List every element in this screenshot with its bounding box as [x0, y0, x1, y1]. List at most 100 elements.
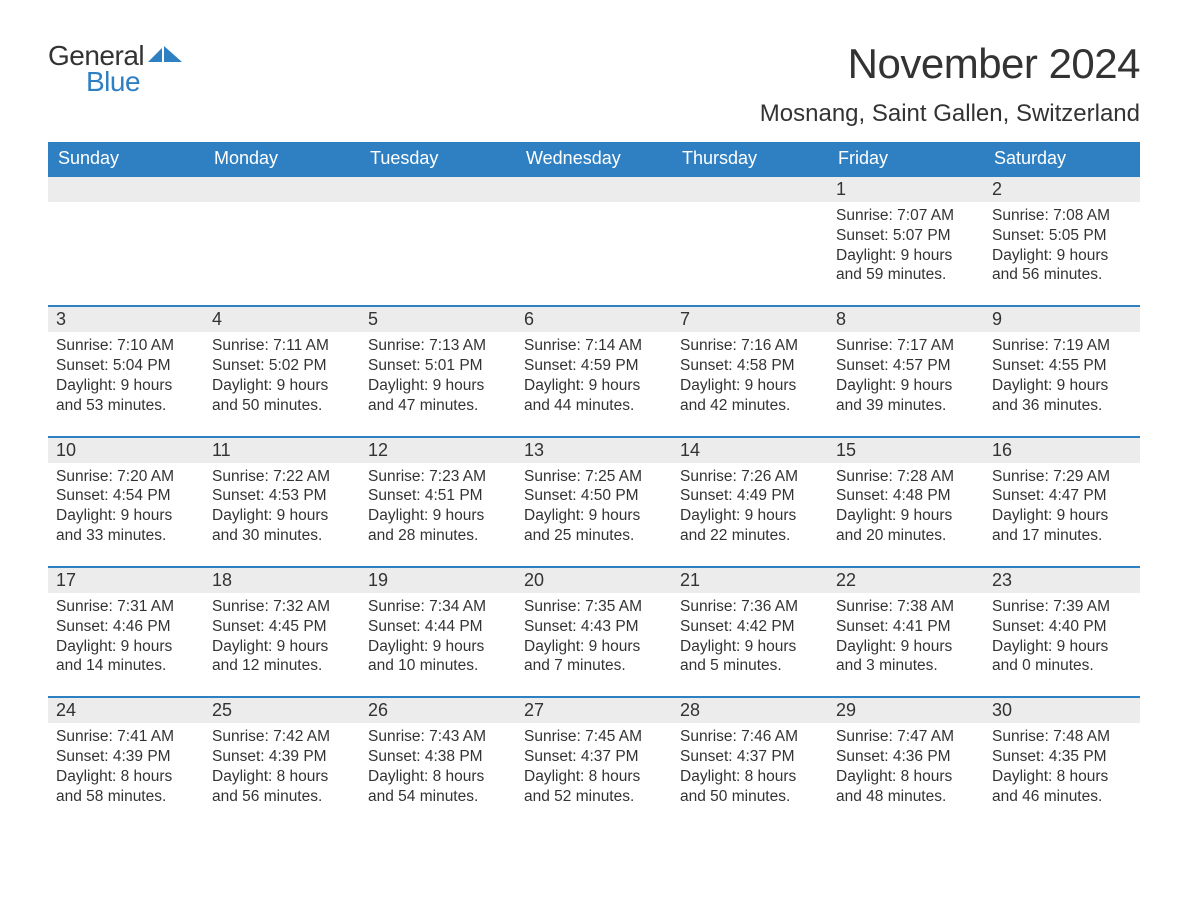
sunrise-line: Sunrise: 7:32 AM [212, 597, 352, 617]
day-cell: 7Sunrise: 7:16 AMSunset: 4:58 PMDaylight… [672, 306, 828, 436]
sunset-line: Sunset: 4:40 PM [992, 617, 1132, 637]
day-body: Sunrise: 7:07 AMSunset: 5:07 PMDaylight:… [828, 202, 984, 305]
day-body: Sunrise: 7:16 AMSunset: 4:58 PMDaylight:… [672, 332, 828, 435]
day-number: 11 [204, 438, 360, 463]
sunrise-line: Sunrise: 7:25 AM [524, 467, 664, 487]
day-number: 12 [360, 438, 516, 463]
sunrise-line: Sunrise: 7:13 AM [368, 336, 508, 356]
day-body-empty [360, 202, 516, 302]
month-title: November 2024 [760, 40, 1140, 88]
weekday-header: Wednesday [516, 142, 672, 176]
day-body: Sunrise: 7:10 AMSunset: 5:04 PMDaylight:… [48, 332, 204, 435]
weekday-header: Friday [828, 142, 984, 176]
page-header: General Blue November 2024 Mosnang, Sain… [48, 40, 1140, 128]
day-cell: 23Sunrise: 7:39 AMSunset: 4:40 PMDayligh… [984, 567, 1140, 697]
sunset-line: Sunset: 5:07 PM [836, 226, 976, 246]
day-cell: 8Sunrise: 7:17 AMSunset: 4:57 PMDaylight… [828, 306, 984, 436]
daylight-line-1: Daylight: 9 hours [212, 637, 352, 657]
sunset-line: Sunset: 4:55 PM [992, 356, 1132, 376]
day-number: 13 [516, 438, 672, 463]
day-body: Sunrise: 7:28 AMSunset: 4:48 PMDaylight:… [828, 463, 984, 566]
sunrise-line: Sunrise: 7:42 AM [212, 727, 352, 747]
daylight-line-2: and 42 minutes. [680, 396, 820, 416]
daylight-line-1: Daylight: 8 hours [680, 767, 820, 787]
daylight-line-1: Daylight: 9 hours [524, 376, 664, 396]
day-body: Sunrise: 7:11 AMSunset: 5:02 PMDaylight:… [204, 332, 360, 435]
day-cell: 1Sunrise: 7:07 AMSunset: 5:07 PMDaylight… [828, 176, 984, 306]
logo-flag-icon [148, 44, 182, 69]
weekday-header: Sunday [48, 142, 204, 176]
daylight-line-1: Daylight: 8 hours [836, 767, 976, 787]
day-body: Sunrise: 7:31 AMSunset: 4:46 PMDaylight:… [48, 593, 204, 696]
day-number: 6 [516, 307, 672, 332]
sunset-line: Sunset: 4:51 PM [368, 486, 508, 506]
daylight-line-2: and 50 minutes. [680, 787, 820, 807]
sunset-line: Sunset: 4:45 PM [212, 617, 352, 637]
daylight-line-1: Daylight: 9 hours [56, 637, 196, 657]
daylight-line-1: Daylight: 8 hours [212, 767, 352, 787]
day-body: Sunrise: 7:48 AMSunset: 4:35 PMDaylight:… [984, 723, 1140, 826]
week-row: 10Sunrise: 7:20 AMSunset: 4:54 PMDayligh… [48, 437, 1140, 567]
daylight-line-1: Daylight: 9 hours [56, 506, 196, 526]
daylight-line-1: Daylight: 9 hours [56, 376, 196, 396]
sunset-line: Sunset: 5:05 PM [992, 226, 1132, 246]
daylight-line-2: and 3 minutes. [836, 656, 976, 676]
day-number: 10 [48, 438, 204, 463]
sunrise-line: Sunrise: 7:11 AM [212, 336, 352, 356]
sunrise-line: Sunrise: 7:46 AM [680, 727, 820, 747]
sunset-line: Sunset: 4:37 PM [524, 747, 664, 767]
weekday-header-row: Sunday Monday Tuesday Wednesday Thursday… [48, 142, 1140, 176]
day-number: 8 [828, 307, 984, 332]
sunset-line: Sunset: 4:44 PM [368, 617, 508, 637]
day-cell: 15Sunrise: 7:28 AMSunset: 4:48 PMDayligh… [828, 437, 984, 567]
daylight-line-1: Daylight: 9 hours [836, 246, 976, 266]
day-cell [204, 176, 360, 306]
location-subtitle: Mosnang, Saint Gallen, Switzerland [760, 100, 1140, 128]
day-number-empty [516, 177, 672, 202]
day-cell: 12Sunrise: 7:23 AMSunset: 4:51 PMDayligh… [360, 437, 516, 567]
day-number: 18 [204, 568, 360, 593]
daylight-line-1: Daylight: 9 hours [680, 376, 820, 396]
day-body: Sunrise: 7:43 AMSunset: 4:38 PMDaylight:… [360, 723, 516, 826]
daylight-line-2: and 56 minutes. [992, 265, 1132, 285]
sunrise-line: Sunrise: 7:35 AM [524, 597, 664, 617]
day-body: Sunrise: 7:34 AMSunset: 4:44 PMDaylight:… [360, 593, 516, 696]
daylight-line-1: Daylight: 9 hours [836, 376, 976, 396]
daylight-line-2: and 14 minutes. [56, 656, 196, 676]
sunset-line: Sunset: 4:43 PM [524, 617, 664, 637]
sunrise-line: Sunrise: 7:28 AM [836, 467, 976, 487]
day-number: 22 [828, 568, 984, 593]
logo-text-blue: Blue [86, 66, 182, 98]
daylight-line-1: Daylight: 9 hours [524, 506, 664, 526]
logo: General Blue [48, 40, 182, 98]
daylight-line-1: Daylight: 9 hours [992, 246, 1132, 266]
daylight-line-2: and 56 minutes. [212, 787, 352, 807]
calendar-table: Sunday Monday Tuesday Wednesday Thursday… [48, 142, 1140, 827]
sunset-line: Sunset: 4:37 PM [680, 747, 820, 767]
day-number: 7 [672, 307, 828, 332]
day-body: Sunrise: 7:42 AMSunset: 4:39 PMDaylight:… [204, 723, 360, 826]
sunrise-line: Sunrise: 7:19 AM [992, 336, 1132, 356]
day-cell: 26Sunrise: 7:43 AMSunset: 4:38 PMDayligh… [360, 697, 516, 826]
day-number: 19 [360, 568, 516, 593]
day-number: 26 [360, 698, 516, 723]
sunset-line: Sunset: 4:38 PM [368, 747, 508, 767]
week-row: 24Sunrise: 7:41 AMSunset: 4:39 PMDayligh… [48, 697, 1140, 826]
day-cell: 21Sunrise: 7:36 AMSunset: 4:42 PMDayligh… [672, 567, 828, 697]
daylight-line-2: and 59 minutes. [836, 265, 976, 285]
sunrise-line: Sunrise: 7:39 AM [992, 597, 1132, 617]
daylight-line-2: and 5 minutes. [680, 656, 820, 676]
day-number: 17 [48, 568, 204, 593]
sunrise-line: Sunrise: 7:26 AM [680, 467, 820, 487]
day-number: 15 [828, 438, 984, 463]
sunrise-line: Sunrise: 7:43 AM [368, 727, 508, 747]
sunset-line: Sunset: 4:58 PM [680, 356, 820, 376]
daylight-line-1: Daylight: 9 hours [992, 376, 1132, 396]
sunset-line: Sunset: 5:04 PM [56, 356, 196, 376]
day-cell: 27Sunrise: 7:45 AMSunset: 4:37 PMDayligh… [516, 697, 672, 826]
sunrise-line: Sunrise: 7:10 AM [56, 336, 196, 356]
week-row: 3Sunrise: 7:10 AMSunset: 5:04 PMDaylight… [48, 306, 1140, 436]
day-number: 24 [48, 698, 204, 723]
day-body: Sunrise: 7:08 AMSunset: 5:05 PMDaylight:… [984, 202, 1140, 305]
day-cell [48, 176, 204, 306]
